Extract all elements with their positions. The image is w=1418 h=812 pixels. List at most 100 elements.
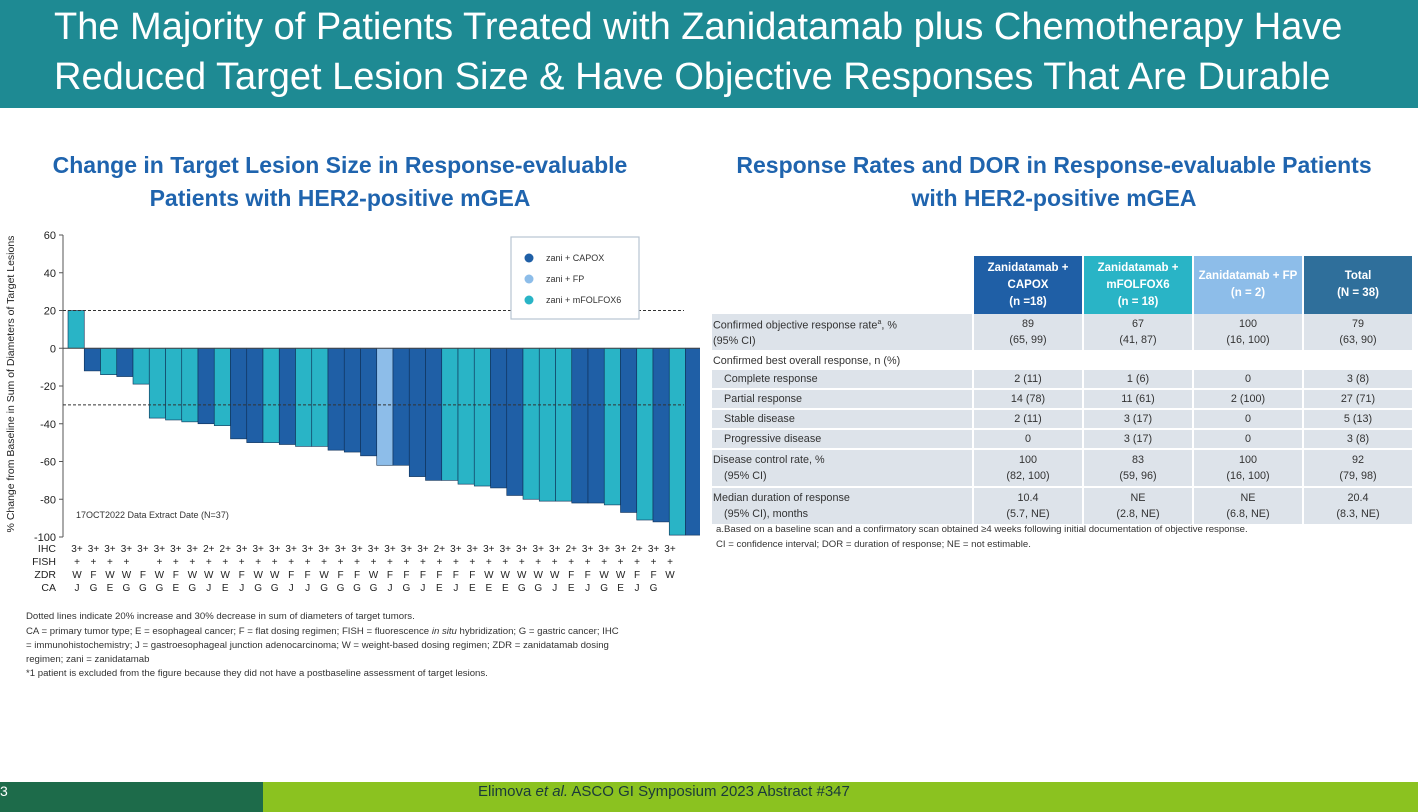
biomarker-cell: + <box>420 557 426 568</box>
table-header-row: Zanidatamab + CAPOX (n =18) Zanidatamab + m… <box>712 256 1412 314</box>
waterfall-bar <box>213 347 231 426</box>
note-text: hybridization; G = gastric cancer; IHC <box>456 626 619 637</box>
table-cell: 3 (17) <box>1082 430 1192 450</box>
table-cell: 100 (82, 100) <box>972 450 1082 488</box>
table-cell: 11 (61) <box>1082 390 1192 410</box>
biomarker-cell: E <box>617 583 624 594</box>
biomarker-cell: W <box>616 570 626 581</box>
biomarker-cell: F <box>305 570 311 581</box>
biomarker-cell: 3+ <box>467 544 479 555</box>
column-header-line: (n =18) <box>1009 295 1047 308</box>
biomarker-cell: 3+ <box>71 544 83 555</box>
citation-text: ASCO GI Symposium 2023 Abstract #347 <box>568 783 850 800</box>
biomarker-cell: 3+ <box>285 544 297 555</box>
biomarker-cell: 3+ <box>236 544 248 555</box>
row-label: Disease control rate, % (95% CI) <box>712 450 972 488</box>
waterfall-bar <box>100 347 118 375</box>
biomarker-cell: J <box>206 583 211 594</box>
biomarker-cell: 3+ <box>582 544 594 555</box>
biomarker-cell: + <box>321 557 327 568</box>
waterfall-bar <box>587 347 605 504</box>
footer-left-band: 3 <box>0 782 263 812</box>
biomarker-cell: W <box>122 570 132 581</box>
biomarker-cell: G <box>271 583 279 594</box>
biomarker-cell: E <box>172 583 179 594</box>
table-cell: 100 (16, 100) <box>1192 314 1302 352</box>
biomarker-cell: W <box>550 570 560 581</box>
biomarker-cell: F <box>90 570 96 581</box>
biomarker-cell: 3+ <box>88 544 100 555</box>
biomarker-cell: F <box>650 570 656 581</box>
cell-value: 100 <box>1238 318 1257 330</box>
biomarker-cell: F <box>585 570 591 581</box>
biomarker-cell: W <box>105 570 115 581</box>
row-label: Partial response <box>712 390 972 410</box>
biomarker-cell: 3+ <box>384 544 396 555</box>
column-header-fp: Zanidatamab + FP (n = 2) <box>1192 256 1302 314</box>
row-label-text: Disease control rate, % <box>713 454 825 466</box>
waterfall-bar <box>148 347 166 419</box>
y-tick-label: 40 <box>44 268 56 280</box>
table-cell: 0 <box>1192 370 1302 390</box>
biomarker-cell: + <box>436 557 442 568</box>
biomarker-cell: + <box>486 557 492 568</box>
waterfall-bar <box>555 347 573 502</box>
biomarker-cell: F <box>436 570 442 581</box>
table-cell: 89 (65, 99) <box>972 314 1082 352</box>
biomarker-cell: + <box>618 557 624 568</box>
biomarker-cell: + <box>469 557 475 568</box>
biomarker-cell: W <box>204 570 214 581</box>
citation-italic: et al. <box>535 783 569 800</box>
y-tick-label: 20 <box>44 306 56 318</box>
biomarker-cell: + <box>354 557 360 568</box>
data-extract-annotation: 17OCT2022 Data Extract Date (N=37) <box>76 510 229 520</box>
biomarker-cell: W <box>484 570 494 581</box>
column-header-line: Zanidatamab + FP <box>1198 270 1298 282</box>
biomarker-cell: F <box>338 570 344 581</box>
chart-note-dotted-lines: Dotted lines indicate 20% increase and 3… <box>26 611 415 622</box>
slide-number: 3 <box>0 783 8 799</box>
waterfall-bar <box>83 347 101 372</box>
column-header-line: Zanidatamab + <box>987 261 1069 274</box>
y-tick-label: -40 <box>40 419 56 431</box>
waterfall-bar <box>685 347 700 536</box>
table-cell: 83 (59, 96) <box>1082 450 1192 488</box>
row-label-footnote: a <box>877 318 882 326</box>
legend-label: zani + mFOLFOX6 <box>546 295 621 305</box>
column-header-line: (N = 38) <box>1337 287 1379 299</box>
cell-value: 83 <box>1131 454 1144 466</box>
left-panel-title-line-2: Patients with HER2-positive mGEA <box>149 185 531 211</box>
biomarker-cell: 3+ <box>351 544 363 555</box>
y-tick-label: -60 <box>40 457 56 469</box>
y-tick-label: 0 <box>50 343 56 355</box>
biomarker-cell: + <box>634 557 640 568</box>
table-cell: 3 (17) <box>1082 410 1192 430</box>
biomarker-cell: W <box>253 570 263 581</box>
biomarker-cell: J <box>420 583 425 594</box>
biomarker-cell: J <box>305 583 310 594</box>
waterfall-bar <box>278 347 296 445</box>
waterfall-bar <box>441 347 459 481</box>
waterfall-bar <box>506 347 524 496</box>
biomarker-cell: 3+ <box>252 544 264 555</box>
biomarker-cell: W <box>517 570 527 581</box>
biomarker-cell: W <box>533 570 543 581</box>
biomarker-cell: J <box>453 583 458 594</box>
biomarker-cell: 3+ <box>648 544 660 555</box>
biomarker-cell: W <box>599 570 609 581</box>
cell-value: NE <box>1240 492 1256 504</box>
waterfall-bar <box>490 347 508 489</box>
biomarker-cell: E <box>436 583 443 594</box>
table-cell: NE (2.8, NE) <box>1082 488 1192 526</box>
row-label: Progressive disease <box>712 430 972 450</box>
table-cell: 14 (78) <box>972 390 1082 410</box>
biomarker-cell: + <box>255 557 261 568</box>
row-label-sub: (95% CI), months <box>724 508 809 520</box>
column-header-line: Zanidatamab + <box>1097 261 1179 274</box>
biomarker-cell: F <box>288 570 294 581</box>
cell-ci: (6.8, NE) <box>1226 508 1270 520</box>
table-cell: 27 (71) <box>1302 390 1412 410</box>
cell-value: 10.4 <box>1017 492 1039 504</box>
biomarker-cell: + <box>173 557 179 568</box>
waterfall-bar <box>295 347 313 447</box>
